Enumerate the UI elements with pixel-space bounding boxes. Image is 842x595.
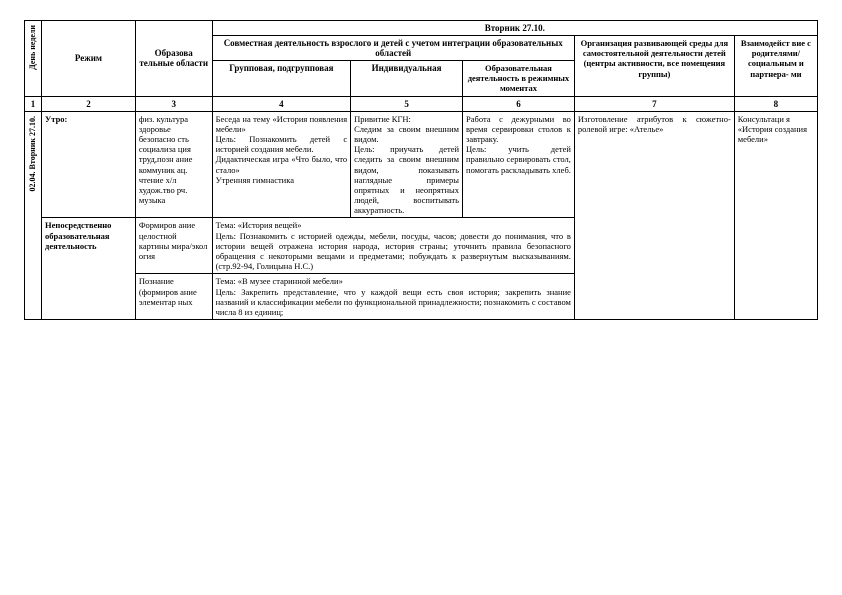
- content-nod1: Тема: «История вещей» Цель: Познакомить …: [212, 218, 574, 274]
- header-individual: Индивидуальная: [351, 61, 463, 97]
- header-day: День недели: [25, 21, 42, 97]
- header-group: Групповая, подгрупповая: [212, 61, 351, 97]
- number-row: 1 2 3 4 5 6 7 8: [25, 96, 818, 111]
- individual-morning: Привитие КГН: Следим за своим внешним ви…: [351, 111, 463, 218]
- areas-nod2: Познание (формиров ание элементар ных: [135, 274, 212, 320]
- header-day-label: День недели: [28, 23, 37, 72]
- plan-table: День недели Режим Образова тельные облас…: [24, 20, 818, 320]
- col-num-3: 3: [135, 96, 212, 111]
- col-num-7: 7: [574, 96, 734, 111]
- header-parents: Взаимодейст вие с родителями/ социальным…: [734, 36, 817, 97]
- areas-nod1: Формиров ание целостной картины мира/эко…: [135, 218, 212, 274]
- header-regime: Режим: [42, 21, 136, 97]
- content-row-morning: 02.04. Вторник 27.10. Утро: физ. культур…: [25, 111, 818, 218]
- group-morning: Беседа на тему «История появления мебели…: [212, 111, 351, 218]
- date-cell: 02.04. Вторник 27.10.: [25, 111, 42, 320]
- col-num-6: 6: [463, 96, 575, 111]
- header-areas: Образова тельные области: [135, 21, 212, 97]
- page: День недели Режим Образова тельные облас…: [0, 0, 842, 340]
- col-num-2: 2: [42, 96, 136, 111]
- areas-morning: физ. культура здоровье безопасно сть соц…: [135, 111, 212, 218]
- env-cell: Изготовление атрибутов к сюжетно-ролевой…: [574, 111, 734, 320]
- col-num-5: 5: [351, 96, 463, 111]
- col-num-8: 8: [734, 96, 817, 111]
- content-nod2: Тема: «В музее старинной мебели» Цель: З…: [212, 274, 574, 320]
- col-num-1: 1: [25, 96, 42, 111]
- header-env: Организация развивающей среды для самост…: [574, 36, 734, 97]
- header-moments: Образовательная деятельность в режимных …: [463, 61, 575, 97]
- regime-morning: Утро:: [42, 111, 136, 218]
- moments-morning: Работа с дежурными во время сервировки с…: [463, 111, 575, 218]
- parents-cell: Консультаци я «История создания мебели»: [734, 111, 817, 320]
- col-num-4: 4: [212, 96, 351, 111]
- regime-nod: Непосредственно образовательная деятельн…: [42, 218, 136, 320]
- header-row-top: День недели Режим Образова тельные облас…: [25, 21, 818, 36]
- date-vertical: 02.04. Вторник 27.10.: [28, 114, 37, 193]
- header-daytitle: Вторник 27.10.: [212, 21, 817, 36]
- header-joint: Совместная деятельность взрослого и дете…: [212, 36, 574, 61]
